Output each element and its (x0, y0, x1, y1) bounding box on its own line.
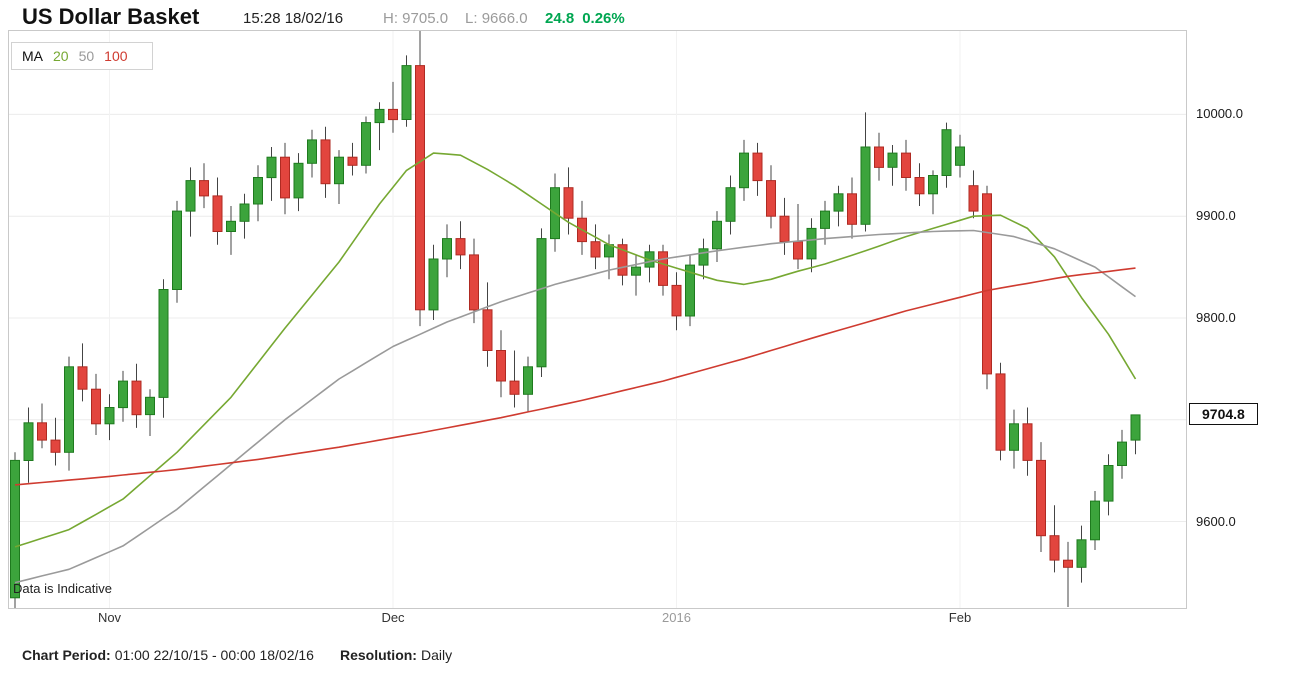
change-percent: 0.26% (582, 10, 625, 27)
last-price-tag: 9704.8 (1189, 402, 1258, 425)
price-chart[interactable] (9, 31, 1186, 608)
y-axis-label: 9600.0 (1196, 513, 1236, 529)
high-label: H: (383, 10, 398, 27)
high-value: 9705.0 (402, 10, 449, 27)
y-axis-label: 9900.0 (1196, 208, 1236, 224)
indicative-watermark: Data is Indicative (13, 581, 112, 596)
resolution-value: Daily (420, 647, 453, 663)
x-axis-label: 2016 (662, 610, 691, 625)
x-axis-label: Feb (948, 610, 972, 625)
chart-header: US Dollar Basket 15:28 18/02/16 H: 9705.… (0, 0, 1299, 30)
low-value: 9666.0 (481, 10, 528, 27)
instrument-title: US Dollar Basket (22, 4, 200, 29)
x-axis-label: Nov (97, 610, 122, 625)
timestamp: 15:28 18/02/16 (243, 10, 344, 27)
ma-legend-item-50[interactable]: 50 (78, 48, 95, 64)
change-readout: 24.8 0.26% (545, 10, 633, 27)
chart-footer: Chart Period: 01:00 22/10/15 - 00:00 18/0… (22, 647, 456, 663)
ma-legend-label: MA (22, 48, 43, 64)
ma-legend-items: 20 50 100 (53, 48, 138, 64)
plot-frame (8, 30, 1187, 609)
x-axis-label: Dec (381, 610, 405, 625)
ma-legend-item-100[interactable]: 100 (104, 48, 128, 64)
session-high: H: 9705.0 (383, 10, 448, 27)
session-low: L: 9666.0 (465, 10, 528, 27)
chart-period-label: Chart Period: (22, 647, 111, 663)
y-axis-label: 9800.0 (1196, 309, 1236, 325)
low-label: L: (465, 10, 478, 27)
ma-legend-item-20[interactable]: 20 (53, 48, 69, 64)
y-axis-label: 10000.0 (1196, 106, 1243, 122)
chart-period-value: 01:00 22/10/15 - 00:00 18/02/16 (114, 647, 314, 663)
change-value: 24.8 (545, 10, 575, 27)
ma-legend[interactable]: MA 20 50 100 (11, 42, 153, 70)
chart-area: MA 20 50 100 Data is Indicative 9704.8 100… (8, 30, 1258, 625)
resolution-label: Resolution: (339, 647, 417, 663)
